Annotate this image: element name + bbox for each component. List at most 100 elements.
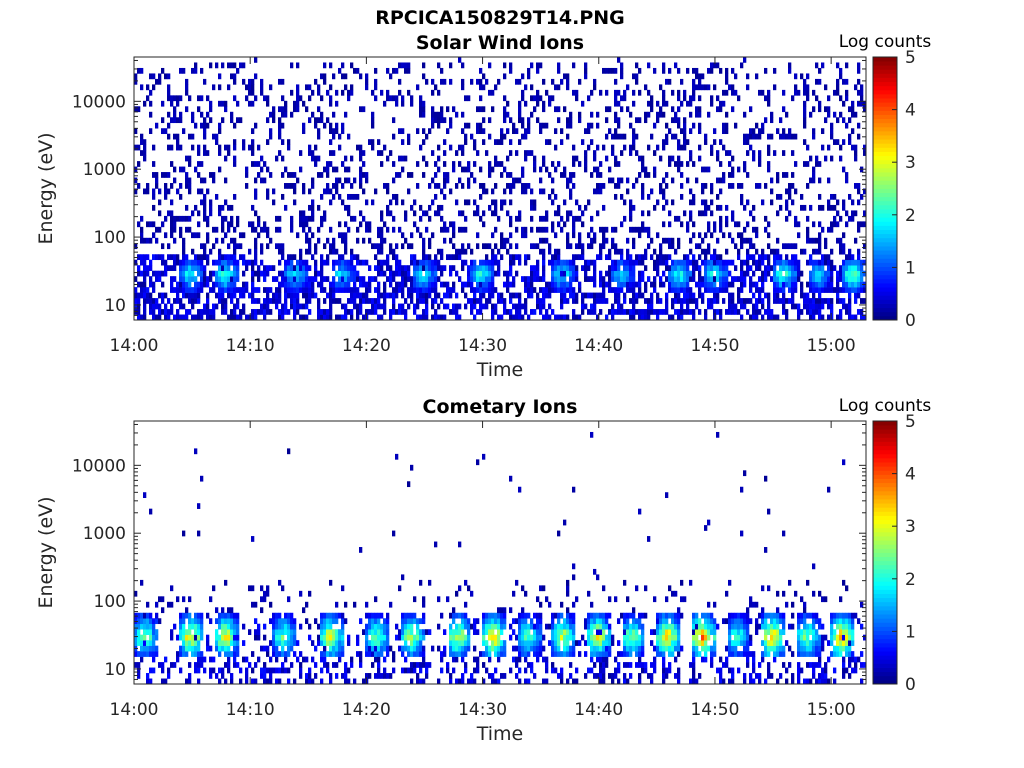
spectrogram-cell	[728, 292, 732, 299]
spectrogram-cell	[278, 651, 282, 657]
spectrogram-cell	[653, 248, 657, 255]
spectrogram-cell	[605, 254, 609, 261]
spectrogram-cell	[599, 172, 603, 178]
spectrogram-cell	[320, 117, 324, 124]
spectrogram-cell	[362, 106, 366, 113]
spectrogram-cell	[206, 281, 210, 288]
spectrogram-cell	[695, 111, 699, 118]
spectrogram-cell	[647, 226, 651, 233]
spectrogram-cell	[278, 243, 282, 250]
spectrogram-cell	[662, 111, 666, 118]
spectrogram-cell	[527, 150, 531, 156]
spectrogram-cell	[725, 73, 729, 80]
spectrogram-cell	[500, 172, 504, 178]
spectrogram-cell	[818, 237, 822, 244]
spectrogram-cell	[452, 106, 456, 113]
spectrogram-cell	[266, 232, 270, 239]
spectrogram-cell	[347, 287, 351, 293]
spectrogram-cell	[674, 133, 678, 140]
spectrogram-cell	[500, 133, 504, 140]
spectrogram-cell	[422, 662, 426, 668]
spectrogram-cell	[758, 254, 762, 261]
spectrogram-cell	[272, 640, 276, 646]
spectrogram-cell	[185, 270, 189, 277]
spectrogram-cell	[617, 259, 621, 266]
spectrogram-cell	[683, 265, 687, 271]
spectrogram-cell	[437, 166, 441, 173]
spectrogram-cell	[857, 122, 861, 129]
spectrogram-cell	[353, 215, 357, 222]
spectrogram-cell	[527, 645, 531, 652]
spectrogram-cell	[482, 265, 486, 271]
spectrogram-cell	[218, 166, 222, 173]
spectrogram-cell	[716, 95, 720, 102]
spectrogram-cell	[347, 678, 351, 685]
spectrogram-cell	[239, 309, 243, 315]
spectrogram-cell	[146, 645, 150, 652]
spectrogram-cell	[860, 259, 864, 266]
spectrogram-cell	[584, 270, 588, 277]
spectrogram-cell	[536, 62, 540, 69]
spectrogram-cell	[212, 287, 216, 293]
spectrogram-cell	[692, 67, 696, 74]
spectrogram-cell	[482, 210, 486, 217]
spectrogram-cell	[170, 100, 174, 107]
spectrogram-cell	[143, 254, 147, 261]
spectrogram-cell	[464, 651, 468, 657]
spectrogram-cell	[488, 298, 492, 304]
spectrogram-cell	[848, 265, 852, 271]
spectrogram-cell	[827, 303, 831, 310]
spectrogram-cell	[713, 84, 717, 91]
spectrogram-cell	[842, 248, 846, 255]
spectrogram-cell	[617, 292, 621, 299]
spectrogram-cell	[572, 89, 576, 96]
spectrogram-cell	[365, 673, 369, 679]
spectrogram-cell	[464, 139, 468, 145]
spectrogram-cell	[185, 204, 189, 211]
spectrogram-cell	[476, 298, 480, 304]
spectrogram-cell	[455, 656, 459, 663]
spectrogram-cell	[146, 221, 150, 228]
spectrogram-cell	[275, 243, 279, 250]
spectrogram-cell	[383, 640, 387, 646]
spectrogram-cell	[557, 67, 561, 74]
spectrogram-cell	[563, 106, 567, 113]
spectrogram-cell	[515, 292, 519, 299]
spectrogram-cell	[806, 237, 810, 244]
spectrogram-cell	[323, 309, 327, 315]
spectrogram-cell	[632, 73, 636, 80]
spectrogram-cell	[227, 254, 231, 261]
spectrogram-cell	[245, 265, 249, 271]
spectrogram-cell	[830, 122, 834, 129]
spectrogram-cell	[635, 150, 639, 156]
spectrogram-cell	[827, 177, 831, 184]
spectrogram-cell	[617, 89, 621, 96]
spectrogram-cell	[770, 309, 774, 315]
spectrogram-cell	[224, 215, 228, 222]
spectrogram-cell	[518, 618, 522, 625]
spectrogram-cell	[458, 276, 462, 282]
spectrogram-cell	[662, 237, 666, 244]
spectrogram-cell	[410, 259, 414, 266]
spectrogram-cell	[842, 232, 846, 239]
spectrogram-cell	[215, 640, 219, 646]
spectrogram-cell	[341, 62, 345, 69]
spectrogram-cell	[551, 259, 555, 266]
spectrogram-cell	[830, 259, 834, 266]
spectrogram-cell	[449, 144, 453, 151]
spectrogram-cell	[791, 183, 795, 189]
spectrogram-cell	[227, 204, 231, 211]
spectrogram-cell	[215, 62, 219, 69]
colorbar-tick-label: 1	[905, 258, 916, 278]
spectrogram-cell	[134, 259, 138, 266]
spectrogram-cell	[254, 298, 258, 304]
spectrogram-cell	[137, 281, 141, 288]
spectrogram-cell	[293, 270, 297, 277]
spectrogram-cell	[431, 106, 435, 113]
spectrogram-cell	[815, 265, 819, 271]
spectrogram-cell	[761, 276, 765, 282]
spectrogram-cell	[593, 276, 597, 282]
spectrogram-cell	[407, 276, 411, 282]
spectrogram-cell	[383, 144, 387, 151]
spectrogram-cell	[248, 662, 252, 668]
